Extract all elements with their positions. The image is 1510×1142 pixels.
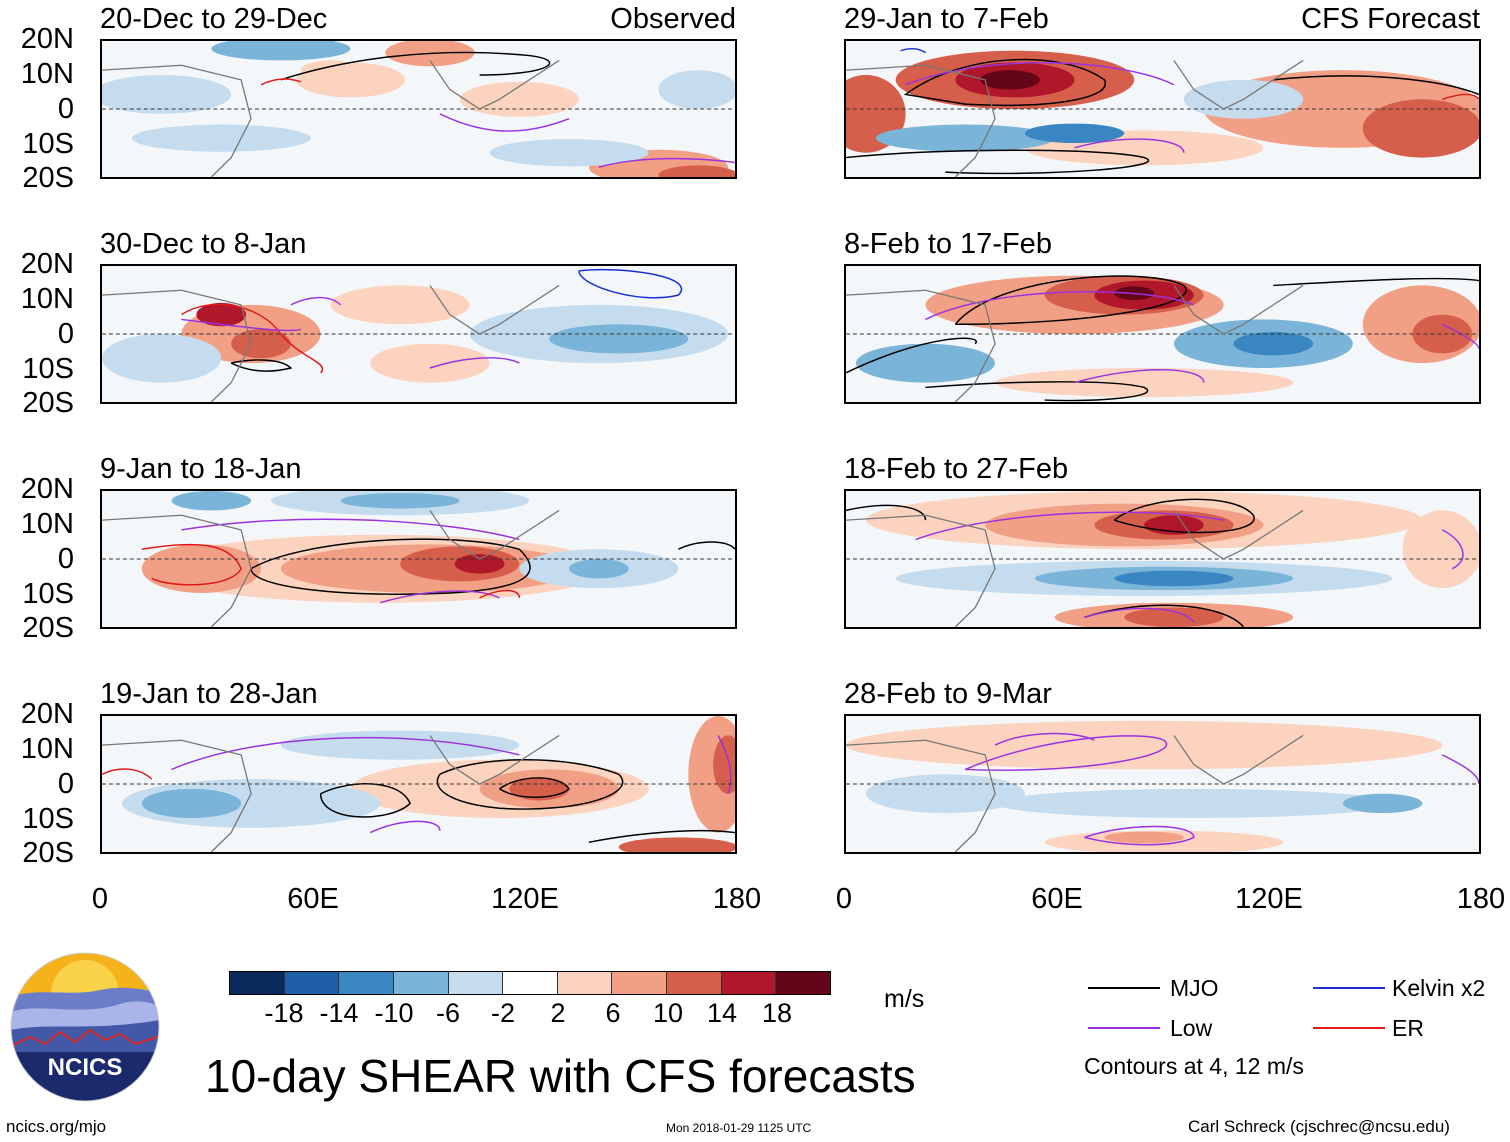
x-label-120e-left: 120E bbox=[491, 883, 559, 915]
y-label-20n: 20N bbox=[20, 473, 74, 505]
colorbar-swatch bbox=[667, 972, 722, 994]
map-panel-6 bbox=[844, 489, 1481, 629]
colorbar-swatch bbox=[503, 972, 558, 994]
panel-title-1: 20-Dec to 29-Dec bbox=[100, 3, 328, 35]
logo-text: NCICS bbox=[48, 1054, 123, 1081]
map-panel-4 bbox=[844, 264, 1481, 404]
ncics-logo: NCICS bbox=[10, 952, 160, 1102]
panel-title-4: 8-Feb to 17-Feb bbox=[844, 228, 1052, 260]
x-label-120e-right: 120E bbox=[1235, 883, 1303, 915]
colorbar-swatch bbox=[284, 972, 340, 994]
main-title: 10-day SHEAR with CFS forecasts bbox=[205, 1050, 916, 1102]
y-label-20s: 20S bbox=[22, 837, 74, 869]
y-label-10n: 10N bbox=[20, 283, 74, 315]
footer-timestamp: Mon 2018-01-29 1125 UTC bbox=[666, 1121, 812, 1135]
x-label-60e-left: 60E bbox=[287, 883, 339, 915]
panel-title-7: 19-Jan to 28-Jan bbox=[100, 678, 318, 710]
legend-mjo-line bbox=[1088, 987, 1160, 989]
colorbar bbox=[229, 971, 831, 995]
legend-kelvin-line bbox=[1313, 987, 1385, 989]
colorbar-unit: m/s bbox=[884, 985, 925, 1013]
y-label-20n: 20N bbox=[20, 698, 74, 730]
colorbar-tick: -18 bbox=[264, 998, 304, 1028]
colorbar-tick: -2 bbox=[490, 998, 515, 1028]
map-panel-7 bbox=[100, 714, 737, 854]
y-label-20n: 20N bbox=[20, 23, 74, 55]
colorbar-tick: 10 bbox=[652, 998, 684, 1028]
y-label-10n: 10N bbox=[20, 508, 74, 540]
panel-title-6: 18-Feb to 27-Feb bbox=[844, 453, 1069, 485]
legend-contour-note: Contours at 4, 12 m/s bbox=[1084, 1053, 1304, 1079]
panel-title-8: 28-Feb to 9-Mar bbox=[844, 678, 1052, 710]
panel-tag-forecast: CFS Forecast bbox=[1301, 3, 1480, 35]
y-label-10n: 10N bbox=[20, 733, 74, 765]
panel-title-3: 30-Dec to 8-Jan bbox=[100, 228, 307, 260]
colorbar-tick: 2 bbox=[550, 998, 566, 1028]
legend-kelvin-label: Kelvin x2 bbox=[1392, 975, 1486, 1001]
panel-title-5: 9-Jan to 18-Jan bbox=[100, 453, 302, 485]
colorbar-swatch bbox=[339, 972, 394, 994]
y-label-20s: 20S bbox=[22, 162, 74, 194]
colorbar-tick: -10 bbox=[374, 998, 414, 1028]
y-label-10s: 10S bbox=[22, 803, 74, 835]
x-label-180-left: 180 bbox=[712, 883, 762, 915]
colorbar-tick: 18 bbox=[761, 998, 793, 1028]
y-label-10s: 10S bbox=[22, 128, 74, 160]
colorbar-swatch bbox=[557, 972, 613, 994]
colorbar-swatch bbox=[230, 972, 285, 994]
colorbar-tick: 6 bbox=[605, 998, 621, 1028]
x-label-60e-right: 60E bbox=[1031, 883, 1083, 915]
y-label-20s: 20S bbox=[22, 612, 74, 644]
colorbar-tick: -14 bbox=[319, 998, 359, 1028]
y-label-20n: 20N bbox=[20, 248, 74, 280]
y-label-eq: 0 bbox=[57, 93, 74, 125]
panel-title-2: 29-Jan to 7-Feb bbox=[844, 3, 1049, 35]
map-panel-2 bbox=[844, 39, 1481, 179]
x-label-0-right: 0 bbox=[835, 883, 853, 915]
y-label-10s: 10S bbox=[22, 353, 74, 385]
y-label-10s: 10S bbox=[22, 578, 74, 610]
y-label-10n: 10N bbox=[20, 58, 74, 90]
map-panel-8 bbox=[844, 714, 1481, 854]
x-label-180-right: 180 bbox=[1456, 883, 1506, 915]
colorbar-swatch bbox=[448, 972, 504, 994]
y-label-eq: 0 bbox=[57, 318, 74, 350]
footer-author[interactable]: Carl Schreck (cjschrec@ncsu.edu) bbox=[1188, 1117, 1450, 1136]
colorbar-tick: 14 bbox=[706, 998, 738, 1028]
colorbar-swatch bbox=[721, 972, 777, 994]
colorbar-swatch bbox=[776, 972, 831, 994]
legend-er-line bbox=[1313, 1027, 1385, 1029]
colorbar-tick: -6 bbox=[435, 998, 460, 1028]
legend-low-label: Low bbox=[1170, 1015, 1213, 1041]
map-panel-5 bbox=[100, 489, 737, 629]
x-label-0-left: 0 bbox=[91, 883, 109, 915]
colorbar-swatch bbox=[393, 972, 449, 994]
legend-mjo-label: MJO bbox=[1170, 975, 1219, 1001]
y-label-20s: 20S bbox=[22, 387, 74, 419]
y-label-eq: 0 bbox=[57, 768, 74, 800]
y-label-eq: 0 bbox=[57, 543, 74, 575]
colorbar-swatch bbox=[612, 972, 668, 994]
legend-low-line bbox=[1088, 1027, 1160, 1029]
map-panel-3 bbox=[100, 264, 737, 404]
legend-er-label: ER bbox=[1392, 1015, 1424, 1041]
footer-url[interactable]: ncics.org/mjo bbox=[6, 1117, 107, 1136]
panel-tag-observed: Observed bbox=[610, 3, 736, 35]
map-panel-1 bbox=[100, 39, 737, 179]
